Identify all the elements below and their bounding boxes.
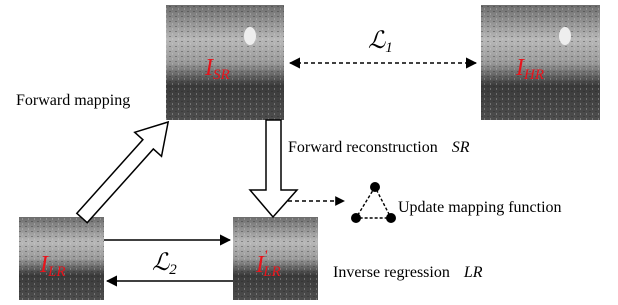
- image-sr: [166, 5, 284, 120]
- page: ISR IHR ILR I'LR ℒ1 Forward mapping Forw…: [0, 0, 618, 305]
- update-label: Update mapping function: [398, 199, 562, 216]
- forward-mapping-label: Forward mapping: [16, 92, 130, 109]
- loss-label: ℒ2: [152, 250, 177, 278]
- image-lr: [19, 217, 104, 300]
- image-hr: [481, 5, 600, 120]
- forward-mapping-arrow: [69, 110, 182, 230]
- diagram: ISR IHR ILR I'LR ℒ1 Forward mapping Forw…: [0, 0, 618, 305]
- forward-reconstruction-arrow: [250, 120, 297, 217]
- image-lr-prime: [233, 217, 318, 300]
- update-icon: [351, 182, 396, 223]
- loss-label: ℒ1: [368, 28, 393, 56]
